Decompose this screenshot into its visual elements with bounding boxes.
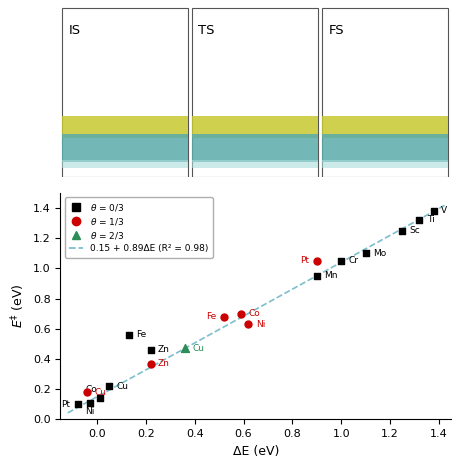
Text: Co: Co (248, 309, 260, 318)
FancyBboxPatch shape (192, 8, 318, 177)
Point (313, 257, 320, 265)
Point (245, 321, 252, 328)
Text: Cu: Cu (95, 388, 106, 397)
Bar (192, 135, 318, 162)
Text: IS: IS (68, 24, 80, 37)
Text: Fe: Fe (136, 330, 146, 339)
Text: Cu: Cu (193, 344, 204, 353)
Point (147, 346, 154, 354)
Y-axis label: $E^{‡}$ (eV): $E^{‡}$ (eV) (10, 284, 27, 328)
Point (338, 257, 345, 265)
Point (84, 389, 91, 396)
Text: TS: TS (199, 24, 215, 37)
Text: Mo: Mo (373, 249, 386, 258)
Text: Zn: Zn (158, 359, 170, 368)
Bar (322, 160, 448, 168)
Point (181, 345, 189, 352)
Point (86, 399, 93, 406)
Bar (192, 160, 318, 168)
Text: Pt: Pt (61, 400, 70, 409)
Bar (322, 116, 448, 138)
Text: Mn: Mn (324, 271, 338, 281)
Text: Pt: Pt (300, 256, 310, 265)
Point (147, 360, 154, 367)
Text: Cu: Cu (117, 382, 129, 391)
X-axis label: ΔE (eV): ΔE (eV) (232, 445, 279, 458)
Point (74, 401, 81, 408)
Legend: $\theta$ = 0/3, $\theta$ = 1/3, $\theta$ = 2/3, 0.15 + 0.89ΔE (R² = 0.98): $\theta$ = 0/3, $\theta$ = 1/3, $\theta$… (65, 197, 213, 258)
Text: Ti: Ti (427, 215, 434, 225)
Point (430, 207, 438, 215)
FancyBboxPatch shape (62, 8, 188, 177)
Text: Fe: Fe (206, 312, 217, 321)
Point (125, 331, 133, 338)
Text: Cr: Cr (349, 256, 359, 265)
Point (237, 310, 245, 317)
Text: FS: FS (329, 24, 344, 37)
Text: V: V (441, 206, 447, 215)
Text: Sc: Sc (410, 226, 420, 235)
Point (96, 395, 103, 402)
Point (106, 383, 113, 390)
Point (416, 216, 423, 224)
Point (220, 313, 228, 321)
Point (362, 249, 369, 257)
Text: Zn: Zn (158, 345, 170, 355)
Point (399, 227, 406, 234)
Bar (192, 116, 318, 138)
Text: Ni: Ni (256, 320, 265, 329)
Point (313, 272, 320, 280)
Text: Co: Co (85, 385, 97, 395)
Bar (322, 135, 448, 162)
Text: Ni: Ni (85, 407, 94, 416)
Bar (62, 116, 188, 138)
Bar (62, 135, 188, 162)
FancyBboxPatch shape (322, 8, 448, 177)
Bar (62, 160, 188, 168)
